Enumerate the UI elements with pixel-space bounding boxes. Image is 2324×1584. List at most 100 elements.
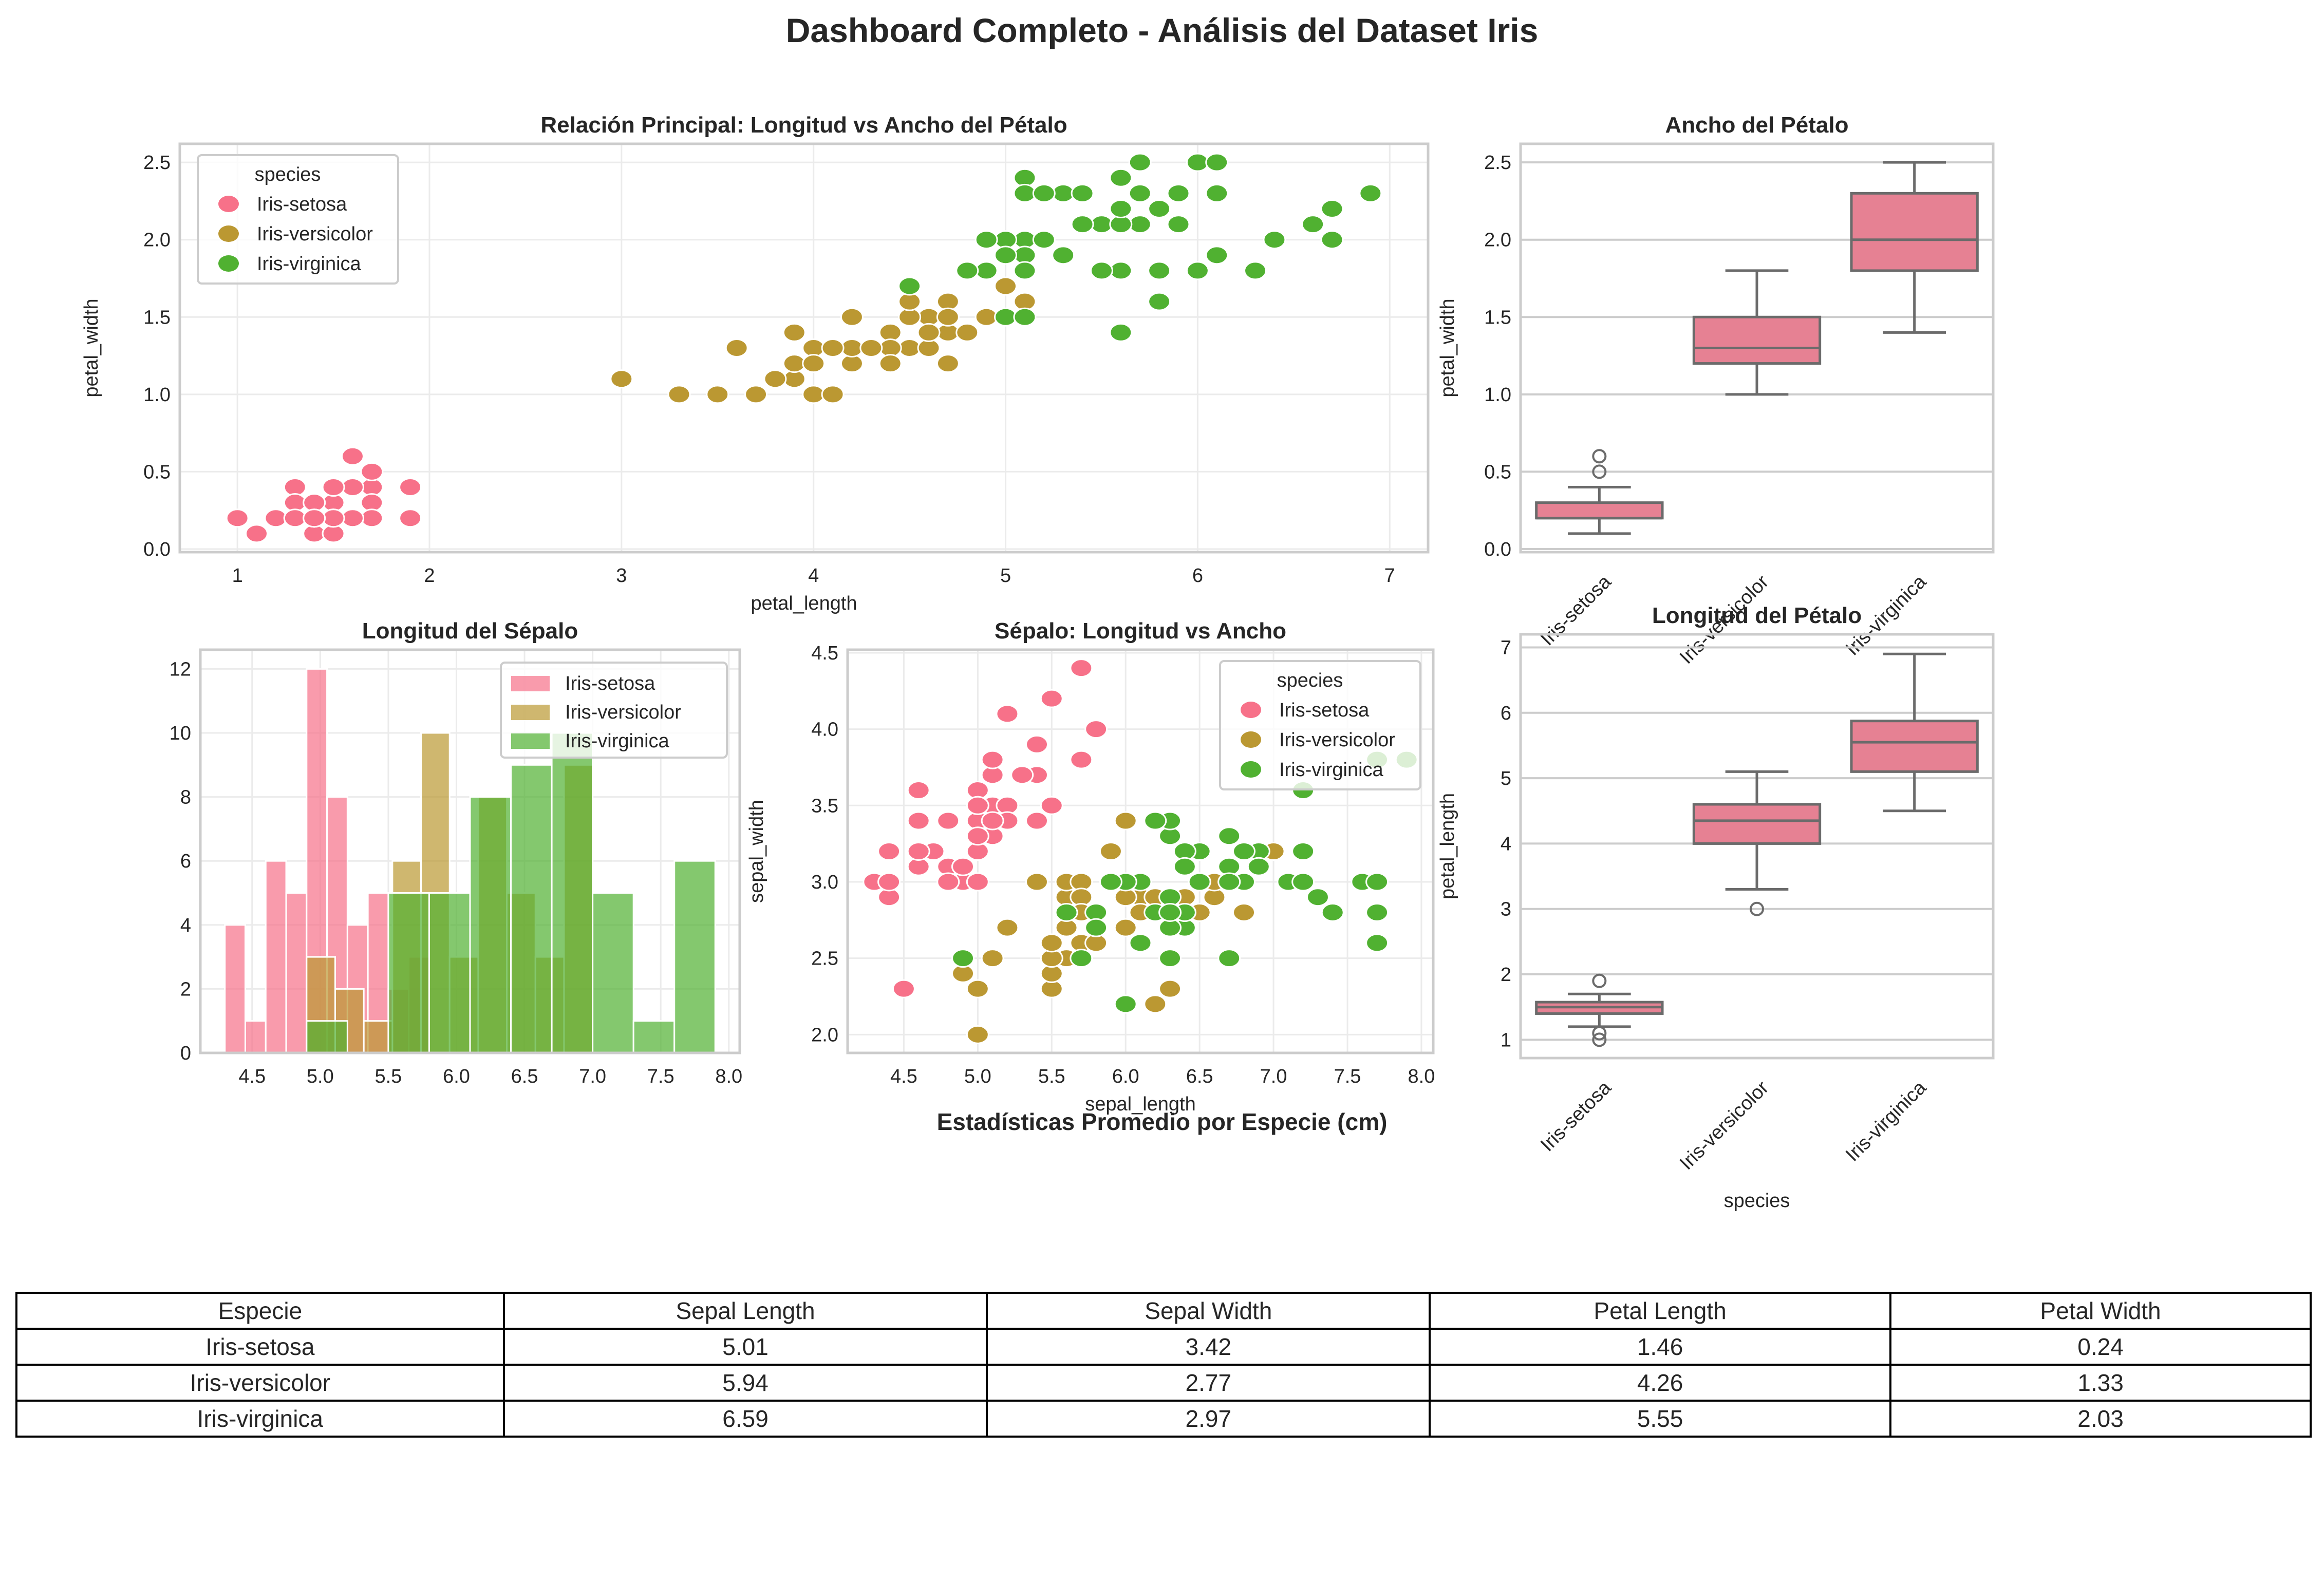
data-point	[1109, 199, 1133, 218]
y-tick-label: 0.0	[143, 539, 171, 560]
data-point	[1232, 902, 1256, 922]
x-tick-label: 5	[1000, 565, 1011, 587]
x-tick-label: 3	[616, 565, 627, 587]
data-point	[1114, 811, 1137, 831]
data-point	[399, 508, 422, 528]
table-row: Iris-versicolor 5.94 2.77 4.26 1.33	[15, 1364, 2312, 1402]
data-point	[1070, 750, 1093, 769]
legend-label: Iris-versicolor	[257, 223, 373, 245]
outlier-point	[1592, 464, 1607, 479]
data-point	[878, 354, 902, 373]
y-tick-label: 4.5	[811, 643, 838, 664]
data-point	[782, 323, 806, 342]
legend: species Iris-setosa Iris-versicolor Iris-vi…	[197, 154, 399, 285]
y-tick-label: 1.0	[1484, 384, 1511, 406]
data-point	[1040, 796, 1063, 815]
histogram-bar	[245, 1020, 267, 1054]
y-tick-label: 1.0	[143, 384, 171, 406]
y-tick-label: 10	[170, 723, 191, 744]
histogram-bar	[469, 796, 512, 1054]
y-tick-label: 5	[1501, 768, 1511, 789]
series-iris-setosa	[226, 446, 422, 543]
data-point	[1301, 215, 1325, 234]
data-point	[1365, 933, 1389, 953]
stats-table: Especie Sepal Length Sepal Width Petal L…	[15, 1292, 2312, 1438]
data-point	[1084, 720, 1108, 739]
table-cell: 2.97	[986, 1400, 1431, 1438]
x-tick-label: 1	[232, 565, 243, 587]
legend-label: Iris-setosa	[1279, 700, 1370, 721]
table-header-cell: Sepal Length	[502, 1292, 988, 1330]
data-point	[667, 385, 691, 404]
table-cell: 5.55	[1429, 1400, 1892, 1438]
data-point	[1247, 857, 1270, 876]
data-point	[1025, 811, 1048, 831]
histogram-bar	[285, 892, 308, 1054]
data-point	[951, 857, 975, 876]
data-point	[1013, 183, 1037, 203]
table-cell: 5.01	[502, 1328, 988, 1366]
table-cell: 1.46	[1429, 1328, 1892, 1366]
data-point	[898, 276, 922, 296]
data-point	[1114, 918, 1137, 937]
x-tick-label: 7.0	[1260, 1066, 1287, 1087]
data-point	[1217, 872, 1241, 892]
data-point	[1070, 949, 1093, 968]
data-point	[1291, 842, 1315, 861]
legend-frame	[1219, 660, 1421, 790]
legend-marker	[1241, 702, 1261, 718]
y-tick-label: 7	[1501, 637, 1511, 658]
data-point	[1052, 183, 1075, 203]
data-point	[996, 704, 1019, 724]
data-point	[840, 338, 864, 357]
data-point	[951, 949, 975, 968]
legend-swatch	[511, 676, 550, 691]
plot-frame	[1519, 142, 1995, 554]
data-point	[1173, 857, 1196, 876]
sepal-scatter-chart: Sépalo: Longitud vs Ancho 2.0 2.5 3.0 3.5 4.0…	[746, 618, 1435, 1115]
series-iris-setosa	[863, 658, 1108, 998]
data-point	[1109, 168, 1133, 187]
x-tick-label: 6.5	[511, 1066, 538, 1087]
histogram-bar	[592, 892, 634, 1054]
data-point	[322, 478, 345, 497]
data-point	[1071, 215, 1094, 234]
legend-frame	[500, 662, 728, 759]
data-point	[1205, 183, 1229, 203]
table-header-cell: Especie	[15, 1292, 505, 1330]
x-tick-label: Iris-setosa	[1536, 571, 1616, 650]
data-point	[966, 979, 989, 998]
data-point	[763, 369, 787, 389]
data-point	[821, 385, 845, 404]
y-axis-label: petal_width	[81, 298, 102, 397]
box-iris-setosa	[1535, 449, 1664, 535]
data-point	[892, 979, 915, 998]
y-tick-label: 1.5	[1484, 307, 1511, 328]
chart-title: Sépalo: Longitud vs Ancho	[995, 618, 1286, 644]
data-point	[981, 750, 1004, 769]
data-point	[1013, 307, 1037, 327]
data-point	[907, 842, 930, 861]
data-point	[226, 508, 249, 528]
data-point	[1025, 872, 1048, 892]
chart-title: Ancho del Pétalo	[1665, 112, 1849, 138]
table-cell: Iris-setosa	[15, 1328, 505, 1366]
legend: Iris-setosa Iris-versicolor Iris-virginica	[500, 662, 728, 759]
table-cell: 6.59	[502, 1400, 988, 1438]
data-point	[1052, 246, 1075, 265]
data-point	[821, 338, 845, 357]
data-point	[1128, 215, 1152, 234]
y-tick-label: 4	[180, 915, 191, 936]
data-point	[1158, 979, 1182, 998]
table-cell: Iris-virginica	[15, 1400, 505, 1438]
data-point	[974, 230, 998, 250]
box-iris-versicolor	[1692, 269, 1822, 396]
table-cell: 3.42	[986, 1328, 1431, 1366]
iqr-box	[1850, 720, 1979, 773]
x-tick-label: 7.0	[579, 1066, 606, 1087]
data-point	[1148, 292, 1171, 311]
table-header-cell: Petal Width	[1889, 1292, 2312, 1330]
x-tick-label: 8.0	[715, 1066, 742, 1087]
legend-marker	[218, 225, 239, 242]
